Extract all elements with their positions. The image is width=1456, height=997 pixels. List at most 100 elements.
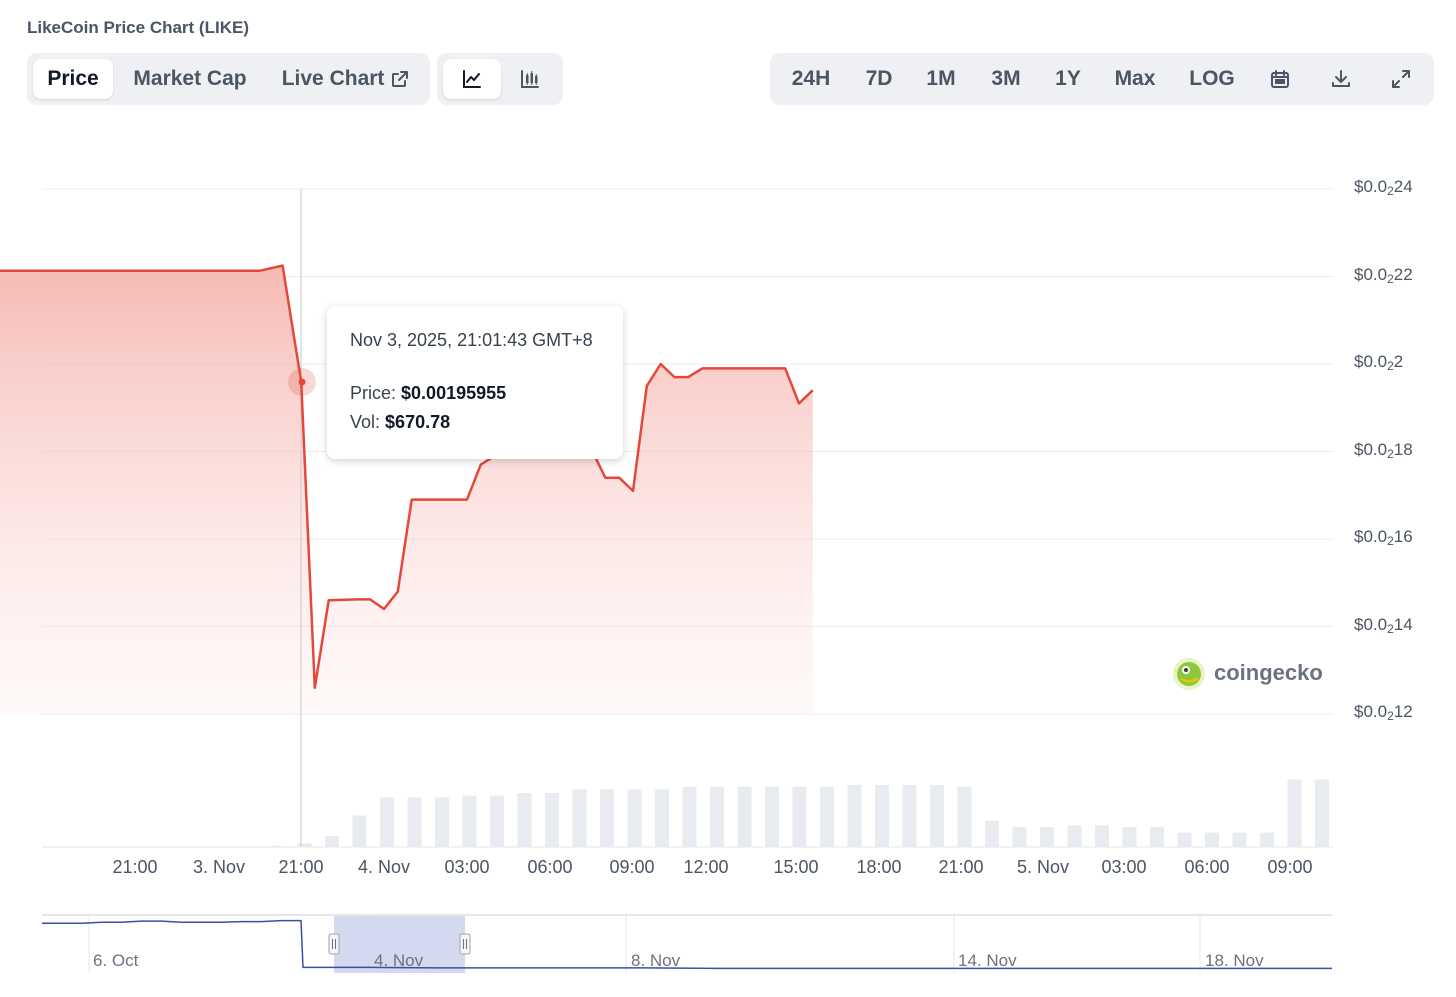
volume-bar — [847, 784, 862, 847]
navigator-left-handle[interactable] — [328, 933, 340, 955]
volume-bar — [572, 789, 587, 847]
x-tick-label: 4. Nov — [357, 857, 411, 877]
range-navigator[interactable] — [42, 914, 1332, 973]
price-area — [0, 265, 813, 715]
volume-bar — [297, 843, 312, 847]
line-chart-button[interactable] — [443, 59, 501, 99]
volume-bar — [682, 786, 697, 847]
y-tick-label: $0.0214 — [1354, 614, 1413, 636]
volume-bar — [1040, 827, 1054, 847]
tooltip-volume-value: $670.78 — [385, 412, 451, 432]
tab-live-chart[interactable]: Live Chart — [271, 59, 421, 99]
volume-bar — [545, 793, 559, 847]
volume-bar — [1232, 832, 1247, 847]
y-tick-label: $0.0216 — [1354, 527, 1413, 548]
range-max-button[interactable]: Max — [1114, 67, 1156, 90]
external-link-icon — [392, 71, 409, 88]
volume-bar — [1067, 825, 1082, 847]
x-tick-label: 5. Nov — [1016, 857, 1070, 877]
y-tick-label: $0.0222 — [1354, 264, 1413, 286]
navigator-tick-label: 8. Nov — [631, 951, 681, 970]
volume-bar — [1012, 827, 1027, 847]
price-tooltip: Nov 3, 2025, 21:01:43 GMT+8 Price: $0.00… — [327, 306, 623, 459]
tooltip-price-label: Price: — [350, 383, 397, 403]
x-tick-label: 3. Nov — [192, 857, 246, 877]
volume-bar — [627, 789, 642, 847]
candlestick-icon — [521, 70, 539, 89]
navigator-right-handle[interactable] — [459, 933, 471, 955]
x-tick-label: 06:00 — [1184, 857, 1230, 877]
calendar-button[interactable] — [1260, 59, 1300, 99]
tooltip-volume-label: Vol: — [350, 412, 381, 432]
volume-bar — [1287, 779, 1302, 847]
range-24h-button[interactable]: 24H — [791, 67, 831, 90]
range-3m-button[interactable]: 3M — [991, 67, 1021, 90]
volume-bar — [957, 786, 972, 847]
volume-bar — [490, 795, 504, 847]
x-tick-label: 06:00 — [527, 857, 573, 877]
log-scale-button[interactable]: LOG — [1189, 67, 1235, 90]
navigator-tick-label: 4. Nov — [374, 951, 424, 970]
range-1m-button[interactable]: 1M — [926, 67, 956, 90]
tab-market-cap[interactable]: Market Cap — [133, 67, 247, 90]
tooltip-price-value: $0.00195955 — [401, 383, 507, 403]
volume-bar — [792, 786, 807, 847]
volume-bar — [875, 784, 889, 847]
x-tick-label: 09:00 — [1267, 857, 1313, 877]
fullscreen-button[interactable] — [1381, 59, 1421, 99]
coingecko-logo-icon — [1173, 658, 1205, 690]
x-tick-label: 15:00 — [773, 857, 819, 877]
volume-bar — [517, 793, 532, 847]
tab-price[interactable]: Price — [33, 59, 113, 99]
chart-type-toggle — [437, 53, 563, 105]
volume-bar — [737, 786, 752, 847]
line-chart-icon — [463, 70, 481, 89]
tooltip-volume-row: Vol: $670.78 — [350, 412, 450, 433]
hover-marker — [298, 378, 306, 386]
x-tick-label: 03:00 — [1101, 857, 1147, 877]
volume-bar — [1315, 779, 1329, 847]
y-tick-label: $0.022 — [1354, 352, 1404, 373]
price-line — [0, 264, 814, 690]
volume-bar — [380, 797, 394, 847]
page-title: LikeCoin Price Chart (LIKE) — [27, 18, 249, 37]
volume-bar — [820, 786, 834, 847]
volume-bar — [462, 795, 477, 847]
x-tick-label: 12:00 — [683, 857, 729, 877]
view-tabs: Price Market Cap Live Chart — [27, 53, 430, 105]
navigator-window[interactable] — [334, 916, 465, 973]
expand-icon — [1392, 70, 1410, 89]
candlestick-chart-button[interactable] — [501, 59, 559, 99]
volume-bar — [930, 784, 944, 847]
navigator-tick-label: 6. Oct — [93, 951, 139, 970]
y-tick-label: $0.0212 — [1354, 702, 1413, 723]
tab-live-chart-label: Live Chart — [281, 67, 385, 90]
navigator-line — [42, 919, 1332, 970]
y-tick-label: $0.0218 — [1354, 439, 1413, 461]
download-button[interactable] — [1321, 59, 1361, 99]
volume-bar — [655, 789, 669, 847]
x-tick-label: 03:00 — [444, 857, 490, 877]
volume-bar — [1260, 832, 1274, 847]
volume-bar — [902, 784, 917, 847]
x-tick-label: 09:00 — [609, 857, 655, 877]
volume-bar — [1205, 832, 1219, 847]
navigator-tick-label: 14. Nov — [958, 951, 1017, 970]
navigator-tick-label: 18. Nov — [1205, 951, 1264, 970]
x-tick-label: 18:00 — [856, 857, 902, 877]
range-7d-button[interactable]: 7D — [865, 67, 893, 90]
range-1y-button[interactable]: 1Y — [1055, 67, 1081, 90]
download-icon — [1332, 70, 1350, 88]
volume-bar — [407, 797, 422, 847]
volume-bar — [1095, 825, 1109, 847]
volume-bar — [600, 789, 614, 847]
range-selector: 24H 7D 1M 3M 1Y Max LOG — [770, 53, 1434, 105]
x-tick-label: 21:00 — [112, 857, 158, 877]
volume-bar — [985, 820, 999, 847]
coingecko-watermark: coingecko — [1172, 657, 1323, 691]
volume-bar — [352, 815, 367, 847]
volume-bar — [1122, 827, 1137, 847]
tooltip-date: Nov 3, 2025, 21:01:43 GMT+8 — [350, 330, 593, 350]
y-tick-label: $0.0224 — [1354, 177, 1413, 198]
